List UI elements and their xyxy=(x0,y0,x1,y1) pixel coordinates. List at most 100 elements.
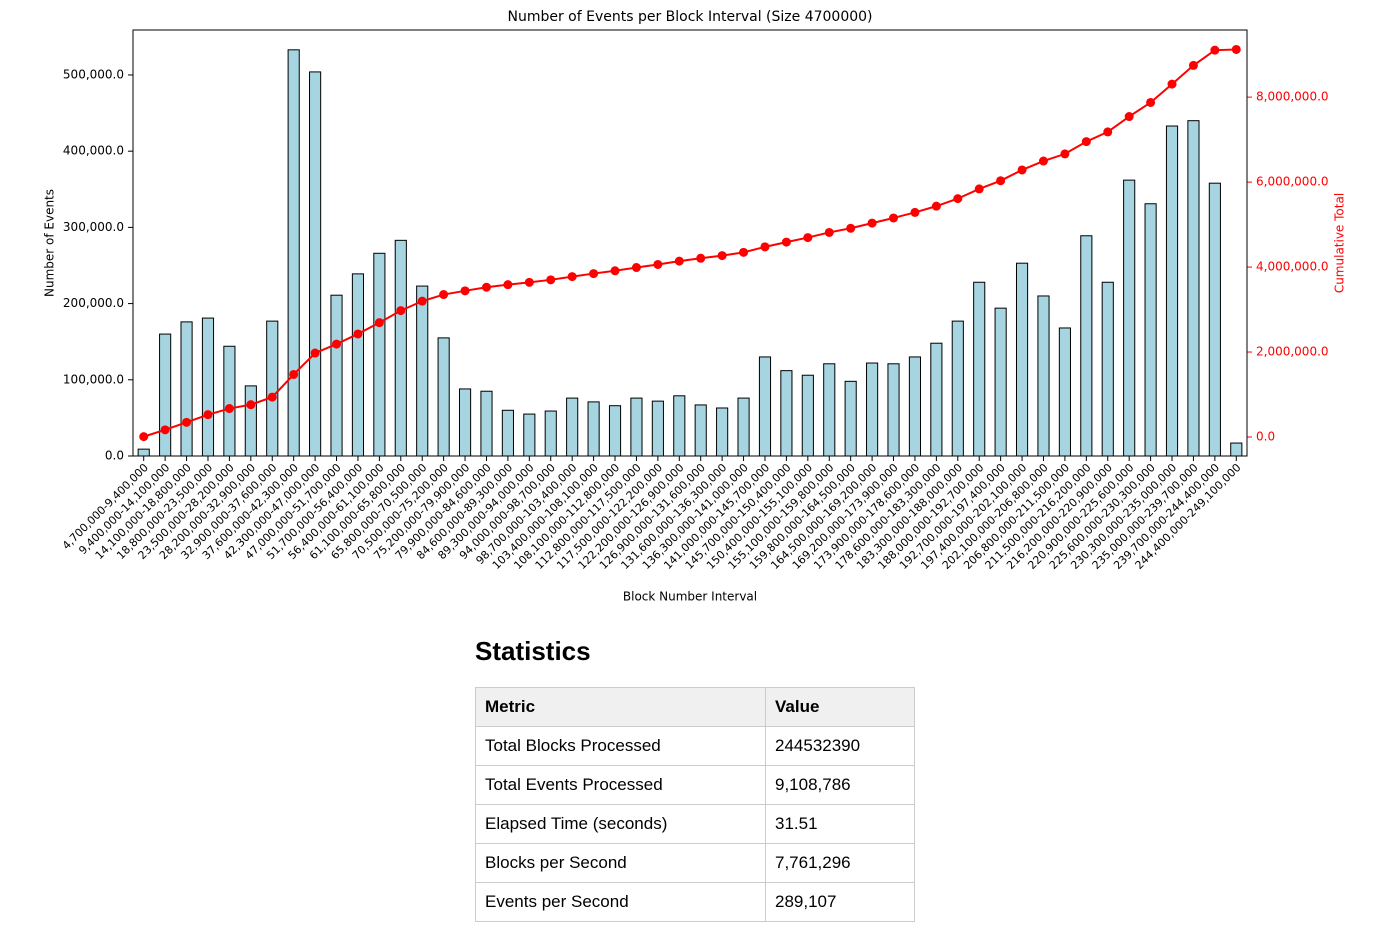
line-point xyxy=(1038,156,1048,166)
table-cell: Elapsed Time (seconds) xyxy=(475,804,766,844)
bar xyxy=(823,363,836,457)
y-tick-label: 500,000.0 xyxy=(63,67,124,81)
line-point xyxy=(696,253,706,263)
bar xyxy=(244,385,257,457)
bar xyxy=(480,390,493,457)
line-point xyxy=(1167,79,1177,89)
line-point xyxy=(246,400,256,410)
line-point xyxy=(1188,60,1198,70)
bar xyxy=(501,409,514,457)
line-point xyxy=(160,425,170,435)
line-point xyxy=(439,290,449,300)
y2-tick-label: 8,000,000.0 xyxy=(1256,90,1329,104)
bar xyxy=(1058,327,1071,457)
bar xyxy=(930,342,943,457)
statistics-title: Statistics xyxy=(475,636,591,666)
line-point xyxy=(631,263,641,273)
table-cell: Total Events Processed xyxy=(475,765,766,805)
bar xyxy=(137,448,150,457)
table-row: Blocks per Second 7,761,296 xyxy=(475,843,915,883)
line-point xyxy=(332,339,342,349)
bar xyxy=(309,71,322,457)
table-cell: Blocks per Second xyxy=(475,843,766,883)
table-cell: 9,108,786 xyxy=(765,765,915,805)
bar xyxy=(159,333,172,457)
line-point xyxy=(1124,112,1134,122)
line-point xyxy=(589,269,599,279)
line-point xyxy=(739,247,749,257)
chart-title: Number of Events per Block Interval (Siz… xyxy=(507,9,872,25)
header-cell: Value xyxy=(765,687,915,727)
bar xyxy=(651,400,664,457)
line-point xyxy=(1231,44,1241,54)
line-point xyxy=(1017,165,1027,175)
y-tick-label: 200,000.0 xyxy=(63,296,124,310)
bar xyxy=(608,405,622,457)
bar xyxy=(1123,179,1136,457)
line-point xyxy=(803,233,813,243)
y-tick-label: 100,000.0 xyxy=(63,372,124,386)
line-point xyxy=(267,392,277,402)
bar xyxy=(908,356,922,457)
bar xyxy=(1230,442,1243,457)
bar xyxy=(1101,281,1114,457)
x-axis-label: Block Number Interval xyxy=(623,590,757,604)
table-row: Elapsed Time (seconds) 31.51 xyxy=(475,804,915,844)
line-point xyxy=(417,296,427,306)
line-point xyxy=(1060,149,1070,159)
line-point xyxy=(674,256,684,266)
y2-tick-label: 0.0 xyxy=(1256,430,1275,444)
line-point xyxy=(974,184,984,194)
line-point xyxy=(503,280,513,290)
line xyxy=(143,48,1237,438)
bar xyxy=(951,320,964,457)
line-point xyxy=(374,318,384,328)
line-point xyxy=(224,404,234,414)
line-point xyxy=(1146,97,1156,107)
line-point xyxy=(781,237,791,247)
bar xyxy=(544,410,557,457)
header-row: Metric Value xyxy=(475,687,915,727)
bar xyxy=(180,321,193,457)
line-point xyxy=(996,176,1006,186)
bar xyxy=(758,356,772,457)
bar xyxy=(223,345,236,457)
line-point xyxy=(760,242,770,252)
bar xyxy=(373,252,386,457)
bar xyxy=(266,320,279,457)
line-point xyxy=(203,410,213,420)
bar xyxy=(201,317,215,457)
table-cell: 244532390 xyxy=(765,726,915,766)
bar xyxy=(694,404,707,457)
line-point xyxy=(824,227,834,237)
table-cell: 31.51 xyxy=(765,804,915,844)
bar xyxy=(844,380,857,457)
line-point xyxy=(310,348,320,358)
bar xyxy=(330,294,343,457)
bar xyxy=(994,307,1007,457)
line-point xyxy=(182,417,192,427)
bar xyxy=(801,374,814,457)
line-point xyxy=(139,432,149,442)
bar xyxy=(630,397,643,457)
statistics-table: Metric Value Total Blocks Processed 24453… xyxy=(475,687,915,922)
bar xyxy=(587,401,600,457)
bar xyxy=(416,285,429,457)
line-point xyxy=(610,266,620,276)
line-point xyxy=(867,218,877,228)
bar xyxy=(1144,203,1157,457)
bar xyxy=(973,281,986,457)
bar xyxy=(437,337,450,457)
bar xyxy=(780,370,793,457)
bar xyxy=(737,397,750,457)
y-axis-label: Number of Events xyxy=(43,189,57,297)
bar xyxy=(394,239,407,457)
y2-tick-label: 4,000,000.0 xyxy=(1256,260,1329,274)
table-cell: Total Blocks Processed xyxy=(475,726,766,766)
line-point xyxy=(396,306,406,316)
line-point xyxy=(910,207,920,217)
bar xyxy=(351,273,365,457)
y2-axis-label: Cumulative Total xyxy=(1333,193,1347,293)
line-point xyxy=(546,275,556,285)
